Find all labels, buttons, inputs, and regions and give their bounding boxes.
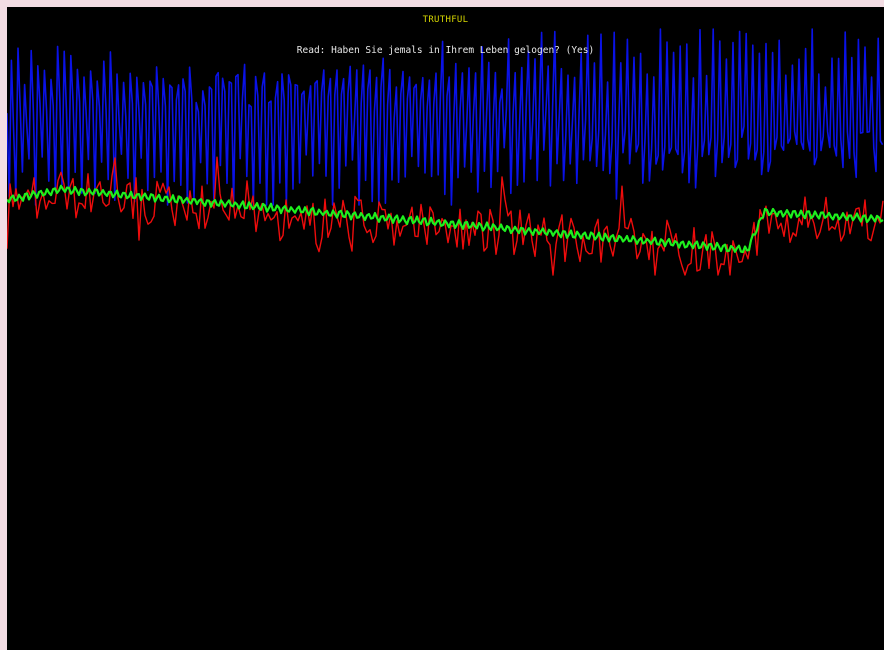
signal-plot [7,28,884,276]
monitor-window: TRUTHFUL Read: Haben Sie jemals in Ihrem… [7,7,884,650]
verdict-label: TRUTHFUL [422,15,469,25]
question-prompt: Read: Haben Sie jemals in Ihrem Leben ge… [296,45,595,56]
red-trace [7,156,884,276]
green-trace [7,184,884,254]
blue-trace [7,28,884,206]
